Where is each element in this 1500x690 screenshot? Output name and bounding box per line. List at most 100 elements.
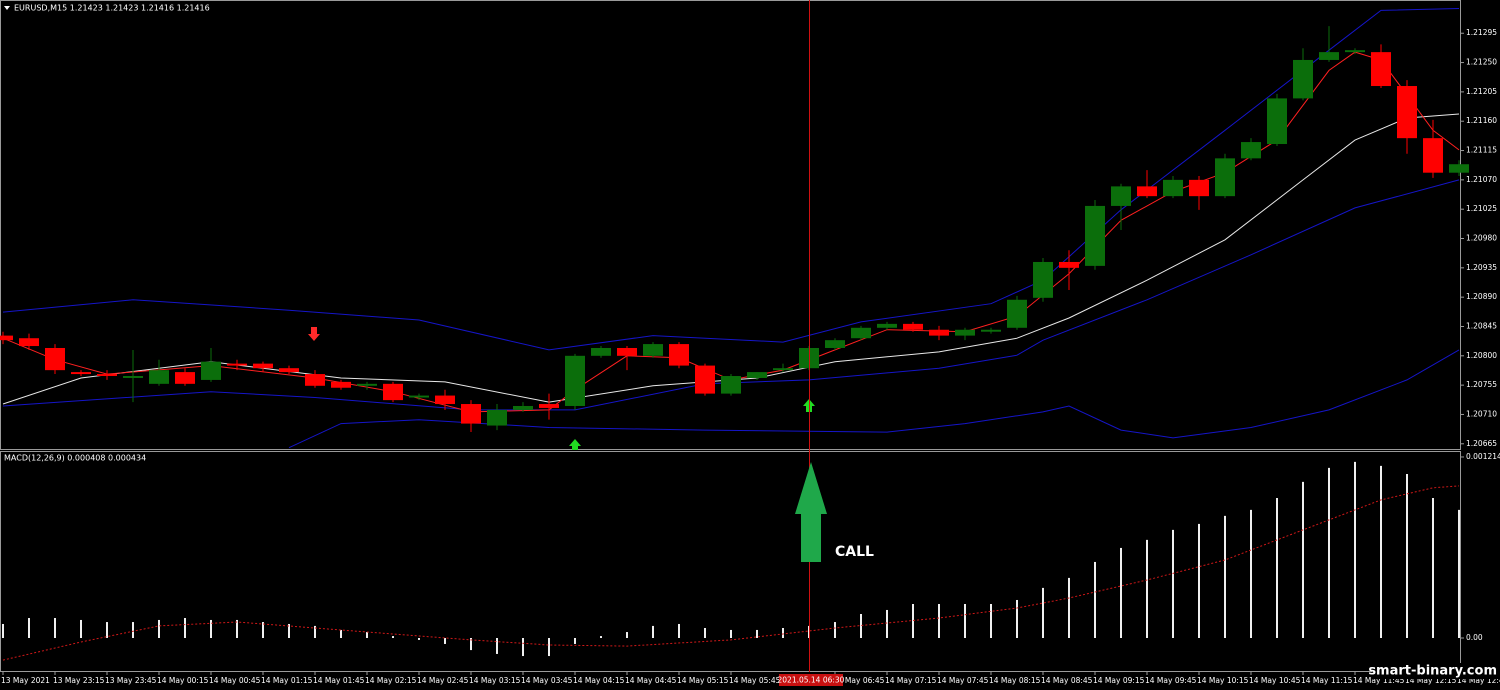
y-tick-label: 1.21250 bbox=[1466, 58, 1497, 67]
call-label: CALL bbox=[835, 544, 874, 560]
candle-body bbox=[1293, 59, 1313, 99]
candle-body bbox=[227, 363, 247, 366]
candle-body bbox=[357, 383, 377, 386]
candle-body bbox=[1085, 205, 1105, 266]
y-tick-label: 1.21025 bbox=[1466, 204, 1497, 213]
candle-body bbox=[279, 368, 299, 373]
candle-body bbox=[97, 374, 117, 377]
x-tick-label: 14 May 02:15 bbox=[365, 676, 417, 685]
candle-body bbox=[1319, 52, 1339, 60]
y-tick-label: 1.20980 bbox=[1466, 234, 1497, 243]
x-tick-label: 14 May 08:15 bbox=[989, 676, 1041, 685]
candle-body bbox=[1397, 86, 1417, 139]
candle-body bbox=[45, 347, 65, 371]
y-tick-label: 1.21115 bbox=[1466, 146, 1497, 155]
watermark-backdrop bbox=[1372, 663, 1500, 679]
x-tick-label: 14 May 00:15 bbox=[157, 676, 209, 685]
y-tick-label: 1.21070 bbox=[1466, 175, 1497, 184]
x-tick-label: 14 May 03:45 bbox=[521, 676, 573, 685]
y-tick-label: 1.20665 bbox=[1466, 439, 1497, 448]
candle-body bbox=[253, 363, 273, 369]
x-tick-label: 14 May 12:45 bbox=[1457, 676, 1500, 685]
y-tick-label: 0.001214 bbox=[1466, 452, 1500, 461]
x-tick-label: 14 May 03:15 bbox=[469, 676, 521, 685]
candle-body bbox=[201, 361, 221, 380]
crosshair-time-label: 2021.05.14 06:30 bbox=[778, 676, 845, 685]
candle-body bbox=[1345, 50, 1365, 53]
candle-body bbox=[1111, 186, 1131, 206]
candle-body bbox=[305, 374, 325, 386]
candle-body bbox=[747, 372, 767, 378]
x-tick-label: 14 May 07:15 bbox=[885, 676, 937, 685]
sell-signal-arrow bbox=[308, 327, 320, 341]
candle-body bbox=[1137, 186, 1157, 197]
candle-body bbox=[487, 409, 507, 426]
candle-body bbox=[1267, 98, 1287, 145]
candle-body bbox=[383, 383, 403, 401]
candle-body bbox=[461, 404, 481, 424]
y-tick-label: 1.20890 bbox=[1466, 292, 1497, 301]
candle-body bbox=[513, 405, 533, 410]
x-tick-label: 14 May 06:45 bbox=[833, 676, 885, 685]
candle-body bbox=[825, 340, 845, 348]
candle-body bbox=[695, 365, 715, 394]
x-tick-label: 13 May 23:45 bbox=[105, 676, 157, 685]
x-tick-label: 14 May 07:45 bbox=[937, 676, 989, 685]
candle-body bbox=[1007, 299, 1027, 328]
x-tick-label: 14 May 05:45 bbox=[729, 676, 781, 685]
y-tick-label: 1.20935 bbox=[1466, 263, 1497, 272]
indicator-line bbox=[2, 179, 1460, 411]
candle-body bbox=[903, 323, 923, 330]
x-tick-label: 14 May 11:15 bbox=[1301, 676, 1353, 685]
candle-body bbox=[1033, 261, 1053, 298]
candle-body bbox=[435, 395, 455, 405]
x-tick-label: 14 May 05:15 bbox=[677, 676, 729, 685]
candle-body bbox=[1241, 142, 1261, 159]
y-tick-label: 1.21295 bbox=[1466, 28, 1497, 37]
candle-body bbox=[617, 347, 637, 356]
candle-body bbox=[981, 329, 1001, 332]
watermark: smart-binary.com bbox=[1368, 664, 1497, 679]
y-tick-label: 1.21160 bbox=[1466, 116, 1497, 125]
candle-body bbox=[565, 355, 585, 406]
candle-body bbox=[1189, 179, 1209, 197]
candle-body bbox=[1371, 52, 1391, 87]
x-tick-label: 14 May 10:45 bbox=[1249, 676, 1301, 685]
crosshair-time-box bbox=[779, 674, 843, 686]
candle-body bbox=[0, 335, 13, 341]
overlay-layer: CALL 2021.05.14 06:30 smart-binary.com bbox=[308, 0, 1500, 686]
x-tick-label: 14 May 04:15 bbox=[573, 676, 625, 685]
price-pane-border bbox=[0, 0, 1461, 450]
y-tick-label: 1.21205 bbox=[1466, 87, 1497, 96]
candle-body bbox=[1059, 261, 1079, 268]
candle-body bbox=[539, 404, 559, 408]
x-tick-label: 14 May 02:45 bbox=[417, 676, 469, 685]
symbol-header: EURUSD,M15 1.21423 1.21423 1.21416 1.214… bbox=[14, 4, 210, 13]
x-tick-label: 14 May 09:45 bbox=[1145, 676, 1197, 685]
candle-body bbox=[123, 376, 143, 378]
x-tick-label: 14 May 00:45 bbox=[209, 676, 261, 685]
x-tick-label: 14 May 01:45 bbox=[313, 676, 365, 685]
x-tick-label: 14 May 09:15 bbox=[1093, 676, 1145, 685]
x-tick-label: 14 May 08:45 bbox=[1041, 676, 1093, 685]
candle-body bbox=[409, 395, 429, 398]
menu-triangle[interactable] bbox=[4, 6, 10, 10]
x-tick-label: 13 May 23:15 bbox=[53, 676, 105, 685]
y-tick-label: 1.20845 bbox=[1466, 321, 1497, 330]
candle-body bbox=[1423, 138, 1443, 173]
candle-body bbox=[149, 370, 169, 384]
candle-body bbox=[19, 338, 39, 347]
candle-body bbox=[669, 344, 689, 366]
x-tick-label: 14 May 01:15 bbox=[261, 676, 313, 685]
candle-body bbox=[1163, 179, 1183, 197]
x-tick-label: 14 May 12:15 bbox=[1405, 676, 1457, 685]
y-tick-label: 1.20710 bbox=[1466, 409, 1497, 418]
x-tick-label: 14 May 10:15 bbox=[1197, 676, 1249, 685]
call-arrow bbox=[795, 462, 827, 562]
signal-line bbox=[2, 485, 1460, 661]
candle-body bbox=[175, 372, 195, 384]
candle-body bbox=[331, 381, 351, 388]
candle-body bbox=[877, 323, 897, 328]
